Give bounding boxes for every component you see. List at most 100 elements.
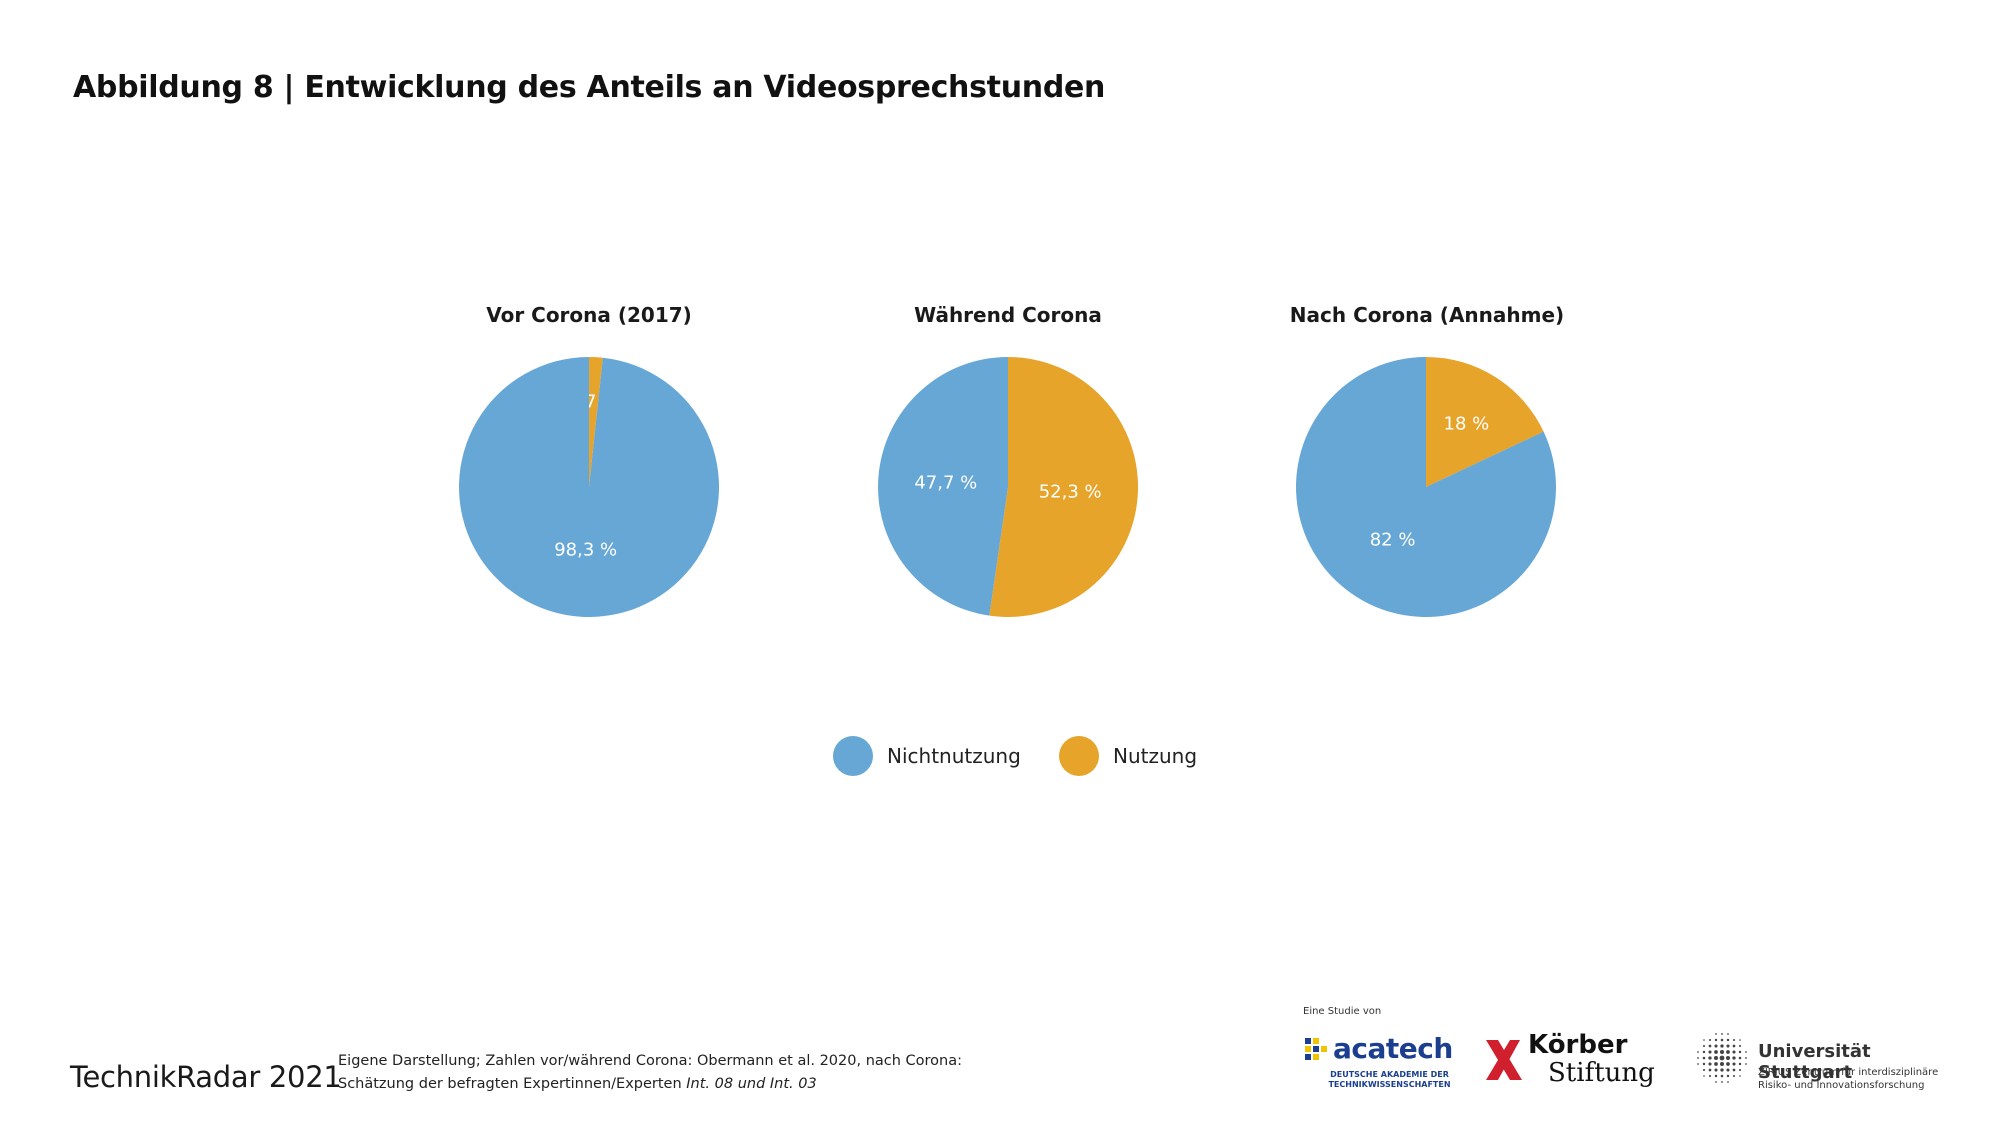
logo-dot — [1732, 1050, 1736, 1054]
logo-dot — [1720, 1044, 1724, 1048]
logo-dot — [1720, 1068, 1724, 1072]
logo-dot — [1708, 1050, 1712, 1054]
logo-dot — [1727, 1033, 1729, 1035]
source-line-2: Schätzung der befragten Expertinnen/Expe… — [338, 1076, 682, 1092]
logo-dot — [1702, 1056, 1706, 1060]
pie-3-slice-nutzung — [1426, 357, 1544, 487]
pie-3-slice-nichtnutzung — [1296, 357, 1557, 617]
logo-dot — [1745, 1051, 1747, 1053]
logo-dot — [1738, 1044, 1742, 1048]
logo-dot — [1702, 1050, 1706, 1054]
koerber-name: Körber — [1528, 1030, 1628, 1060]
pie-title-vor-corona: Vor Corona (2017) — [486, 303, 692, 327]
technikradar-brand: TechnikRadar 2021 — [70, 1060, 342, 1094]
logo-dot — [1726, 1074, 1730, 1078]
legend: Nichtnutzung Nutzung — [0, 736, 2000, 776]
logo-dot — [1739, 1039, 1741, 1041]
koerber-logo: Körber Stiftung — [1484, 1030, 1659, 1090]
logo-dot — [1708, 1044, 1712, 1048]
source-interviews: Int. 08 und Int. 03 — [686, 1076, 817, 1092]
source-note: Eigene Darstellung; Zahlen vor/während C… — [338, 1050, 978, 1096]
source-line-1: Eigene Darstellung; Zahlen vor/während C… — [338, 1053, 963, 1069]
dot-sphere-icon — [1697, 1033, 1747, 1083]
pie-1-label-nichtnutzung: 98,3 % — [554, 539, 617, 560]
pie-2-slice-nutzung — [989, 357, 1139, 617]
pie-2-label-nutzung: 52,3 % — [1039, 482, 1102, 503]
logo-dot — [1697, 1057, 1699, 1059]
figure-title: Abbildung 8 | Entwicklung des Anteils an… — [73, 70, 1106, 105]
acatech-name: acatech — [1333, 1032, 1453, 1065]
legend-label-nichtnutzung: Nichtnutzung — [887, 744, 1021, 768]
logo-dot — [1721, 1033, 1723, 1035]
logo-dot — [1739, 1075, 1741, 1077]
acatech-logo: acatech DEUTSCHE AKADEMIE DER TECHNIKWIS… — [1303, 1032, 1453, 1092]
logo-dot — [1725, 1055, 1731, 1061]
logo-dot — [1703, 1039, 1705, 1041]
logo-dot — [1714, 1062, 1718, 1066]
logo-dot — [1713, 1055, 1719, 1061]
uni-stuttgart-logo: Universität Stuttgart ZIRIUS Zentrum für… — [1690, 1026, 1970, 1096]
logo-dot — [1732, 1074, 1736, 1078]
logo-dot — [1745, 1063, 1747, 1065]
logo-dot — [1714, 1050, 1718, 1054]
logo-dot — [1732, 1068, 1736, 1072]
logo-dot — [1732, 1056, 1736, 1060]
pie-3-label-nichtnutzung: 82 % — [1370, 530, 1416, 551]
logo-dot — [1738, 1068, 1742, 1072]
uni-stuttgart-name: Universität Stuttgart — [1758, 1041, 1871, 1083]
logo-dot — [1732, 1038, 1736, 1042]
legend-swatch-nichtnutzung — [833, 736, 873, 776]
logo-dot — [1702, 1044, 1706, 1048]
logo-dot — [1738, 1050, 1742, 1054]
legend-item-nutzung: Nutzung — [1059, 736, 1197, 776]
logo-dot — [1702, 1068, 1706, 1072]
logo-dot — [1726, 1038, 1730, 1042]
logo-dot — [1708, 1038, 1712, 1042]
pie-1-slice-nutzung — [589, 357, 603, 487]
logo-dot — [1708, 1062, 1712, 1066]
logo-dot — [1697, 1051, 1699, 1053]
logo-dot — [1714, 1038, 1718, 1042]
zirius-subtitle: ZIRIUS Zentrum für interdisziplinäre Ris… — [1758, 1067, 1939, 1091]
logo-dot — [1715, 1033, 1717, 1035]
logo-dot — [1732, 1044, 1736, 1048]
legend-item-nichtnutzung: Nichtnutzung — [833, 736, 1021, 776]
logo-dot — [1726, 1068, 1730, 1072]
logo-dot — [1697, 1063, 1699, 1065]
koerber-x-icon — [1486, 1040, 1522, 1080]
koerber-stiftung: Stiftung — [1548, 1058, 1655, 1088]
logo-dot — [1714, 1068, 1718, 1072]
logo-dot — [1732, 1062, 1736, 1066]
logo-dot — [1738, 1056, 1742, 1060]
logo-dot — [1708, 1068, 1712, 1072]
pie-1-slice-nichtnutzung — [459, 357, 720, 617]
logo-dot — [1720, 1074, 1724, 1078]
logo-dot — [1719, 1055, 1725, 1061]
logo-dot — [1708, 1074, 1712, 1078]
logo-dot — [1715, 1081, 1717, 1083]
pie-title-nach-corona: Nach Corona (Annahme) — [1289, 303, 1565, 327]
pie-2-slice-nichtnutzung — [878, 357, 1008, 616]
logo-dot — [1738, 1062, 1742, 1066]
acatech-mark-icon — [1305, 1038, 1327, 1060]
logo-dot — [1726, 1044, 1730, 1048]
logo-dot — [1727, 1081, 1729, 1083]
logo-dot — [1726, 1050, 1730, 1054]
logo-dot — [1714, 1044, 1718, 1048]
logo-dot — [1714, 1074, 1718, 1078]
pie-2-label-nichtnutzung: 47,7 % — [914, 473, 977, 494]
logo-dot — [1720, 1038, 1724, 1042]
logo-dot — [1703, 1075, 1705, 1077]
acatech-subtitle: DEUTSCHE AKADEMIE DER TECHNIKWISSENSCHAF… — [1328, 1070, 1451, 1089]
logo-dot — [1719, 1061, 1725, 1067]
logo-dot — [1726, 1062, 1730, 1066]
logo-dot — [1719, 1049, 1725, 1055]
logo-dot — [1721, 1081, 1723, 1083]
logo-dot — [1708, 1056, 1712, 1060]
logo-dot — [1745, 1057, 1747, 1059]
study-label: Eine Studie von — [1303, 1006, 1382, 1017]
logo-dot — [1702, 1062, 1706, 1066]
legend-label-nutzung: Nutzung — [1113, 744, 1198, 768]
pie-title-waehrend-corona: Während Corona — [914, 303, 1102, 327]
